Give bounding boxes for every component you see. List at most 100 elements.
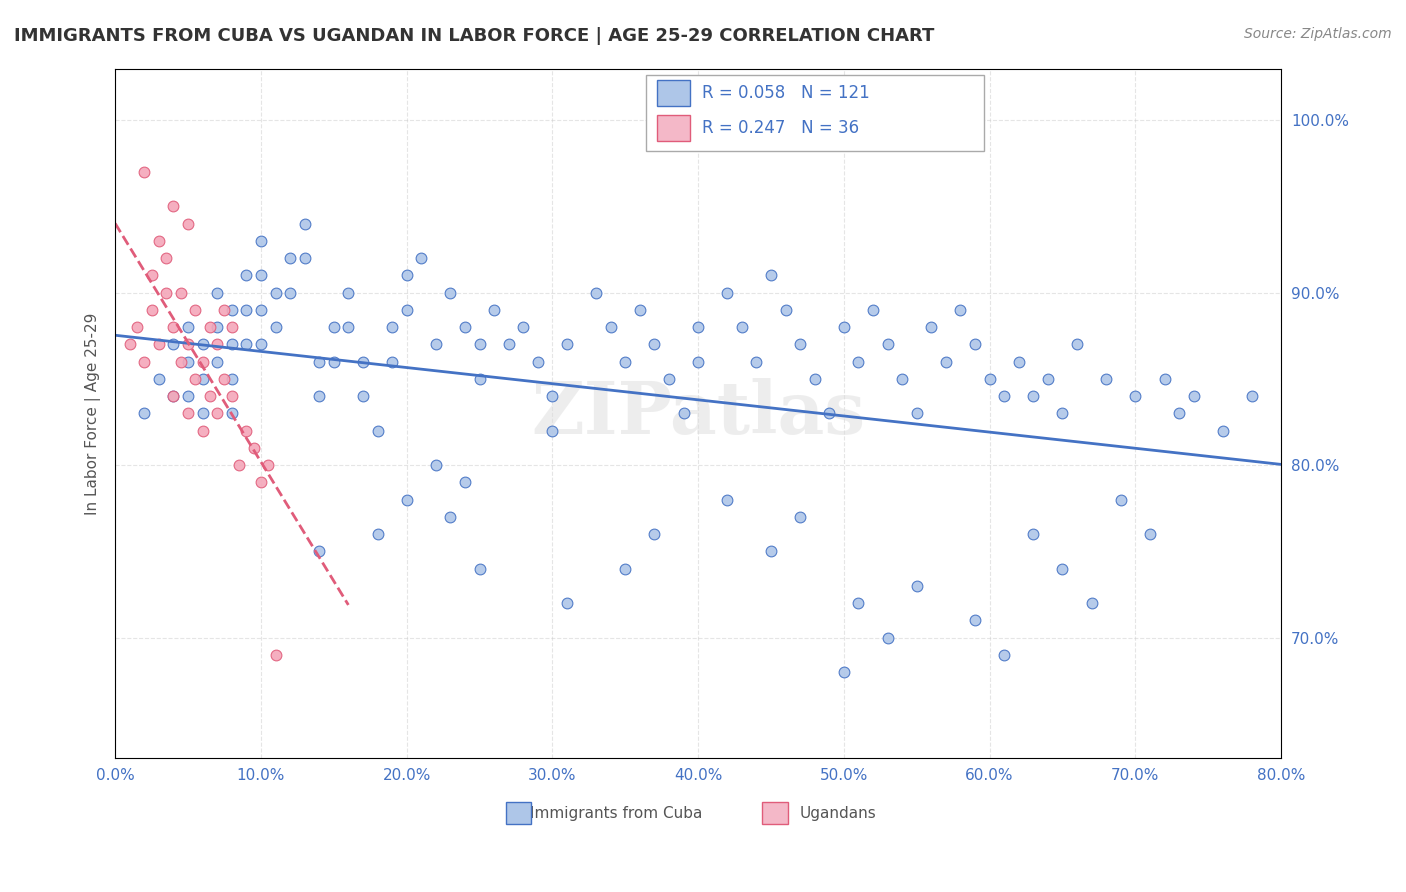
- Point: [876, 631, 898, 645]
- Point: [205, 337, 228, 351]
- Text: IMMIGRANTS FROM CUBA VS UGANDAN IN LABOR FORCE | AGE 25-29 CORRELATION CHART: IMMIGRANTS FROM CUBA VS UGANDAN IN LABOR…: [14, 27, 935, 45]
- Point: [541, 424, 564, 438]
- Point: [555, 337, 578, 351]
- Text: ZIPatlas: ZIPatlas: [531, 378, 865, 449]
- Point: [221, 320, 243, 334]
- Point: [789, 337, 811, 351]
- Point: [468, 561, 491, 575]
- Point: [935, 354, 957, 368]
- Point: [214, 302, 236, 317]
- Point: [1240, 389, 1263, 403]
- Point: [250, 475, 273, 490]
- Point: [905, 406, 928, 420]
- Point: [205, 354, 228, 368]
- Point: [498, 337, 520, 351]
- Point: [278, 251, 301, 265]
- Point: [177, 217, 200, 231]
- Point: [818, 406, 841, 420]
- Point: [177, 320, 200, 334]
- Point: [337, 285, 360, 300]
- Point: [832, 665, 855, 679]
- Point: [848, 596, 870, 610]
- Point: [257, 458, 280, 472]
- Point: [963, 337, 986, 351]
- Point: [264, 285, 287, 300]
- Point: [367, 424, 389, 438]
- Point: [1036, 372, 1059, 386]
- Point: [1109, 492, 1132, 507]
- Point: [716, 285, 738, 300]
- Point: [250, 268, 273, 283]
- Point: [395, 302, 418, 317]
- Point: [688, 320, 710, 334]
- Point: [162, 199, 184, 213]
- Point: [1052, 406, 1074, 420]
- Point: [1095, 372, 1118, 386]
- Point: [367, 527, 389, 541]
- Point: [235, 424, 257, 438]
- Point: [672, 406, 695, 420]
- Point: [352, 354, 374, 368]
- Point: [148, 337, 170, 351]
- Point: [411, 251, 433, 265]
- Point: [381, 320, 404, 334]
- Point: [862, 302, 884, 317]
- Point: [221, 406, 243, 420]
- Text: R = 0.247   N = 36: R = 0.247 N = 36: [702, 119, 859, 136]
- Point: [832, 320, 855, 334]
- Point: [322, 320, 344, 334]
- Point: [162, 337, 184, 351]
- Point: [963, 613, 986, 627]
- Point: [177, 406, 200, 420]
- Point: [125, 320, 148, 334]
- Point: [979, 372, 1001, 386]
- Point: [235, 337, 257, 351]
- Point: [731, 320, 754, 334]
- Point: [759, 544, 782, 558]
- Y-axis label: In Labor Force | Age 25-29: In Labor Force | Age 25-29: [86, 312, 101, 515]
- Point: [155, 285, 177, 300]
- Point: [134, 354, 156, 368]
- Point: [214, 372, 236, 386]
- Point: [482, 302, 505, 317]
- Point: [191, 424, 214, 438]
- Point: [716, 492, 738, 507]
- Point: [198, 320, 221, 334]
- Point: [1066, 337, 1088, 351]
- Point: [745, 354, 768, 368]
- Point: [162, 389, 184, 403]
- Point: [170, 354, 193, 368]
- Point: [789, 509, 811, 524]
- Point: [337, 320, 360, 334]
- Point: [468, 372, 491, 386]
- Point: [1168, 406, 1191, 420]
- Point: [250, 234, 273, 248]
- Point: [1153, 372, 1175, 386]
- Point: [599, 320, 621, 334]
- Point: [381, 354, 404, 368]
- Point: [322, 354, 344, 368]
- Point: [527, 354, 550, 368]
- Text: Source: ZipAtlas.com: Source: ZipAtlas.com: [1244, 27, 1392, 41]
- Point: [468, 337, 491, 351]
- Point: [221, 337, 243, 351]
- Point: [264, 648, 287, 662]
- Point: [191, 337, 214, 351]
- Point: [803, 372, 825, 386]
- Point: [134, 165, 156, 179]
- Point: [1212, 424, 1234, 438]
- Point: [512, 320, 534, 334]
- Point: [1022, 389, 1045, 403]
- Point: [993, 648, 1015, 662]
- Point: [118, 337, 141, 351]
- Point: [205, 285, 228, 300]
- Point: [242, 441, 264, 455]
- Point: [1125, 389, 1147, 403]
- Point: [191, 354, 214, 368]
- Point: [294, 251, 316, 265]
- Point: [352, 389, 374, 403]
- Point: [308, 544, 330, 558]
- Point: [1182, 389, 1205, 403]
- Point: [134, 406, 156, 420]
- Point: [155, 251, 177, 265]
